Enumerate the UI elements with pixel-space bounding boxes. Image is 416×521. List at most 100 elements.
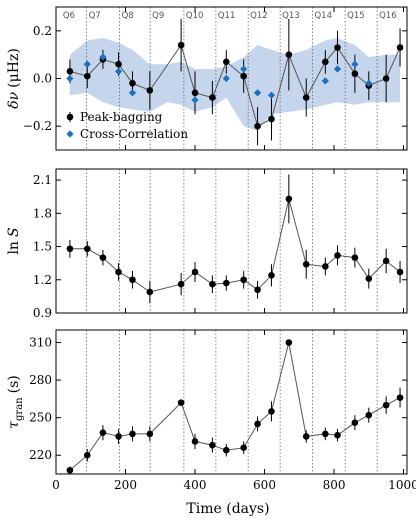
data-point <box>334 44 341 51</box>
quarter-label: Q9 <box>152 11 164 21</box>
y-tick-label: 220 <box>29 448 52 462</box>
panel-granulation-timescale: 220 250 280 310 0 200 400 600 800 1000 τgran (s) <box>6 329 416 492</box>
x-tick-label: 800 <box>323 478 346 492</box>
data-point <box>191 438 199 445</box>
y-tick-label: 280 <box>29 373 52 387</box>
plot-area <box>56 169 407 313</box>
quarter-label: Q8 <box>122 11 134 21</box>
data-point <box>83 245 91 253</box>
y-axis-title: τgran (s) <box>6 375 25 428</box>
data-point <box>382 257 390 265</box>
data-point <box>177 280 185 288</box>
data-point <box>129 79 136 87</box>
y-tick-label: 1.5 <box>33 240 52 254</box>
data-point <box>365 275 373 282</box>
data-point <box>302 260 310 268</box>
y-tick-label: 0.0 <box>33 72 52 86</box>
y-axis-title-main: τ <box>6 421 22 429</box>
cross-correlation-point <box>240 65 248 73</box>
data-point <box>222 58 230 66</box>
data-point <box>285 195 293 203</box>
data-point <box>240 72 247 80</box>
data-point <box>66 68 74 75</box>
data-point <box>83 72 91 80</box>
axes-frame <box>55 168 408 314</box>
data-point <box>129 276 136 284</box>
quarter-label: Q14 <box>314 11 332 21</box>
plot-area <box>56 330 407 474</box>
cross-correlation-point <box>191 96 199 104</box>
axes-frame <box>55 329 408 475</box>
y-axis-title-main: ln <box>6 241 22 255</box>
x-tick-label: 200 <box>114 478 137 492</box>
quarter-label: Q16 <box>379 11 397 21</box>
data-point <box>129 430 136 438</box>
legend-marker-cross-correlation <box>66 130 74 138</box>
data-point <box>351 419 359 426</box>
x-tick-label: 1000 <box>388 478 416 492</box>
x-tick-label: 400 <box>184 478 207 492</box>
data-point <box>115 60 122 68</box>
data-point <box>351 254 359 261</box>
data-point <box>66 466 74 474</box>
legend: Peak-bagging Cross-Correlation <box>66 110 188 141</box>
data-point <box>268 272 275 279</box>
cross-correlation-point <box>253 89 262 97</box>
data-point <box>177 399 185 406</box>
data-point <box>222 279 230 287</box>
data-point <box>268 115 275 123</box>
y-tick-label: 0.9 <box>33 306 52 320</box>
cross-correlation-point <box>128 89 137 97</box>
y-tick-label: 0.2 <box>33 24 52 38</box>
data-point <box>285 51 293 58</box>
y-tick-label: −0.2 <box>23 119 52 133</box>
cross-correlation-point <box>333 65 342 73</box>
cross-correlation-point <box>351 60 359 68</box>
data-point <box>334 252 341 259</box>
data-point <box>268 408 275 415</box>
data-point <box>285 339 293 346</box>
data-point <box>254 122 261 130</box>
data-point <box>209 280 216 288</box>
x-tick-label: 0 <box>52 478 60 492</box>
y-tick-label: 250 <box>29 411 52 425</box>
data-point <box>382 401 390 409</box>
data-point <box>66 245 74 253</box>
data-point <box>396 268 404 276</box>
cross-correlation-point <box>365 79 373 87</box>
data-point <box>99 429 107 436</box>
y-axis-title: δν (μHz) <box>6 48 22 109</box>
data-point <box>351 70 359 78</box>
data-point <box>99 254 107 261</box>
data-point <box>302 433 310 440</box>
y-tick-label: 1.2 <box>33 273 52 287</box>
data-point <box>365 411 373 419</box>
data-point <box>240 444 247 452</box>
data-point <box>115 433 122 440</box>
data-point <box>146 87 154 94</box>
legend-label-peak-bagging: Peak-bagging <box>80 110 163 124</box>
data-point <box>396 44 404 51</box>
cross-correlation-point <box>66 74 74 83</box>
legend-label-cross-correlation: Cross-Correlation <box>80 127 188 141</box>
cross-correlation-point <box>222 74 230 83</box>
y-axis-title: ln S <box>6 227 22 254</box>
quarter-label: Q13 <box>282 11 300 21</box>
y-axis-title-unit: (s) <box>6 375 22 393</box>
y-tick-label: 310 <box>29 336 52 350</box>
data-point <box>322 58 329 66</box>
quarter-label: Q11 <box>218 11 236 21</box>
data-point <box>191 89 199 97</box>
data-point <box>302 94 310 101</box>
cross-correlation-point <box>267 91 276 99</box>
cross-correlation-point <box>83 60 91 68</box>
data-point <box>191 268 199 276</box>
data-point <box>334 431 341 439</box>
panel-amplitude: 0.9 1.2 1.5 1.8 2.1 ln S <box>6 168 408 320</box>
x-tick-label: 600 <box>253 478 276 492</box>
quarter-label: Q7 <box>89 11 101 21</box>
cross-correlation-point <box>321 77 329 85</box>
quarter-label: Q12 <box>250 11 268 21</box>
data-point <box>382 75 390 82</box>
